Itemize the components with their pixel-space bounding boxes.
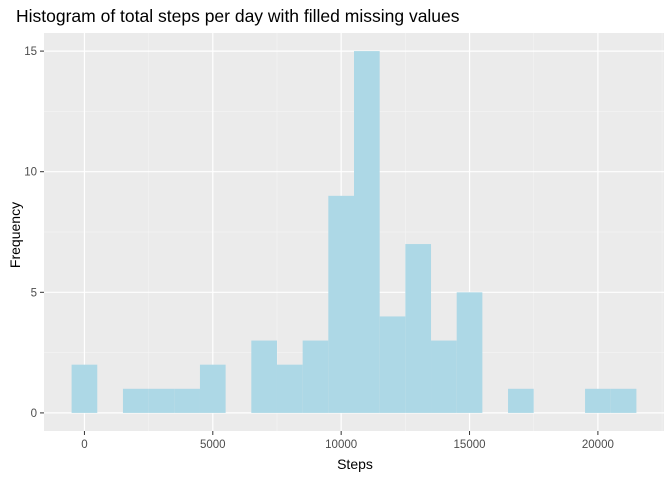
y-tick-label: 15 [24,46,37,58]
histogram-bar [405,244,432,413]
histogram-bar [354,51,380,413]
x-tick-label: 15000 [454,439,486,451]
histogram-bar [174,388,200,413]
y-tick-label: 10 [24,167,37,179]
chart-title: Histogram of total steps per day with fi… [16,6,460,26]
histogram-bar [456,292,483,413]
histogram-bar [71,364,98,413]
histogram-bar [585,388,611,413]
y-tick-label: 0 [31,408,37,420]
y-axis: 0 5 10 15 [24,46,44,420]
x-axis-title: Steps [337,456,373,472]
x-tick-label: 20000 [582,439,614,451]
x-tick-label: 0 [81,439,87,451]
histogram-bar [508,388,534,413]
x-tick-label: 5000 [200,439,226,451]
histogram-bar [302,340,329,413]
histogram-bar [328,195,354,413]
histogram-bar [199,364,226,413]
y-tick-label: 5 [31,287,37,299]
histogram-bar [379,316,406,413]
histogram-bar [122,388,149,413]
histogram-bar [610,388,637,413]
histogram-bar [276,364,303,413]
histogram-bar [251,340,277,413]
x-tick-label: 10000 [325,439,357,451]
y-axis-title: Frequency [7,202,23,268]
histogram-bar [148,388,175,413]
histogram-bar [431,340,457,413]
x-axis: 0 5000 10000 15000 20000 [81,431,614,451]
histogram-bars [71,51,637,413]
